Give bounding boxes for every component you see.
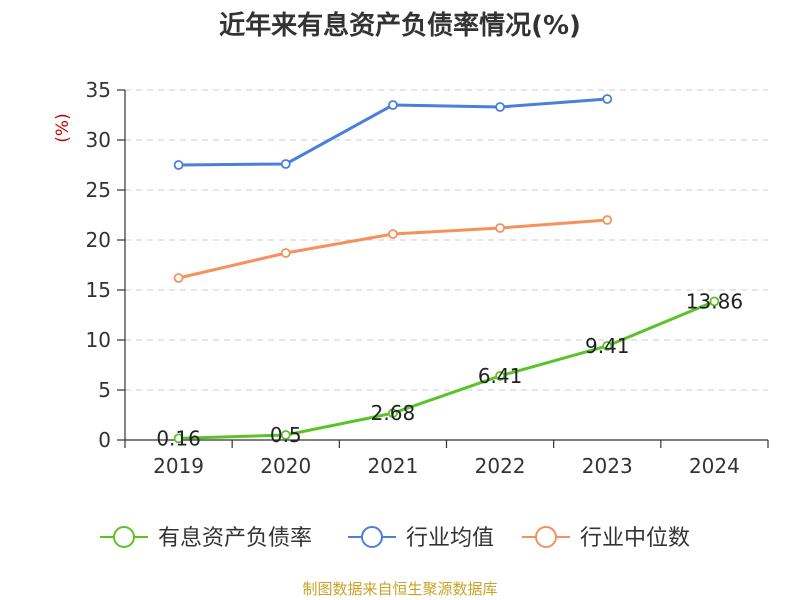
y-tick-label-30: 30 bbox=[86, 128, 111, 152]
legend: 有息资产负债率 行业均值 行业中位数 bbox=[100, 526, 690, 551]
series-1-point-2019 bbox=[173, 160, 184, 170]
data-label-2023: 9.41 bbox=[585, 334, 630, 358]
series-2-point-2022 bbox=[495, 223, 505, 233]
y-tick-label-5: 5 bbox=[98, 378, 111, 402]
series-1-point-2020 bbox=[280, 159, 291, 169]
legend-marker-2 bbox=[535, 526, 557, 548]
y-tick-label-15: 15 bbox=[86, 278, 111, 302]
series-0-point-2021 bbox=[388, 408, 398, 419]
grid-lines bbox=[125, 89, 768, 391]
legend-label-2: 行业中位数 bbox=[580, 526, 690, 551]
y-unit-label: (%) bbox=[53, 113, 73, 142]
series-1-point-2022 bbox=[495, 102, 505, 112]
y-tick-label-10: 10 bbox=[86, 328, 111, 352]
series-2-point-2020 bbox=[280, 248, 291, 258]
x-tick-label-2024: 2024 bbox=[689, 454, 740, 478]
source-note: 制图数据来自恒生聚源数据库 bbox=[302, 580, 497, 598]
legend-marker-1 bbox=[361, 526, 383, 548]
axes: 0 5 10 15 20 25 30 35 2019 2020 2021 2022 2023 2024 bbox=[86, 78, 769, 478]
data-label-2021: 2.68 bbox=[371, 401, 416, 425]
series-2-point-2019 bbox=[173, 273, 184, 283]
chart-title: 近年来有息资产负债率情况(%) bbox=[219, 10, 581, 41]
data-label-2020: 0.5 bbox=[270, 423, 302, 447]
series-0-point-2022 bbox=[495, 370, 505, 381]
series-line-0 bbox=[178, 300, 715, 440]
series-lines bbox=[173, 94, 720, 444]
series-0-point-2020 bbox=[280, 430, 291, 440]
series-0-point-2024 bbox=[709, 296, 720, 307]
x-tick-label-2023: 2023 bbox=[582, 454, 633, 478]
legend-label-1: 行业均值 bbox=[406, 526, 494, 551]
x-tick-label-2019: 2019 bbox=[153, 454, 204, 478]
y-tick-label-20: 20 bbox=[86, 228, 111, 252]
x-tick-label-2022: 2022 bbox=[475, 454, 526, 478]
y-tick-label-35: 35 bbox=[86, 78, 111, 102]
legend-label-0: 有息资产负债率 bbox=[158, 526, 312, 551]
x-tick-label-2021: 2021 bbox=[367, 454, 418, 478]
y-tick-label-25: 25 bbox=[86, 178, 111, 202]
x-tick-label-2020: 2020 bbox=[260, 454, 311, 478]
data-labels: 0.16 0.5 2.68 6.41 9.41 13.86 bbox=[156, 289, 743, 450]
data-label-2024: 13.86 bbox=[686, 289, 743, 313]
series-line-2 bbox=[178, 218, 608, 280]
legend-marker-0 bbox=[113, 526, 135, 548]
series-0-point-2019 bbox=[173, 433, 184, 444]
y-tick-label-0: 0 bbox=[98, 428, 111, 452]
data-label-2022: 6.41 bbox=[478, 364, 523, 388]
series-2-point-2021 bbox=[388, 229, 398, 239]
series-0-point-2023 bbox=[602, 340, 613, 351]
series-2-point-2023 bbox=[602, 215, 613, 225]
series-1-point-2021 bbox=[388, 100, 398, 110]
data-label-2019: 0.16 bbox=[156, 426, 201, 450]
series-1-point-2023 bbox=[602, 94, 613, 104]
